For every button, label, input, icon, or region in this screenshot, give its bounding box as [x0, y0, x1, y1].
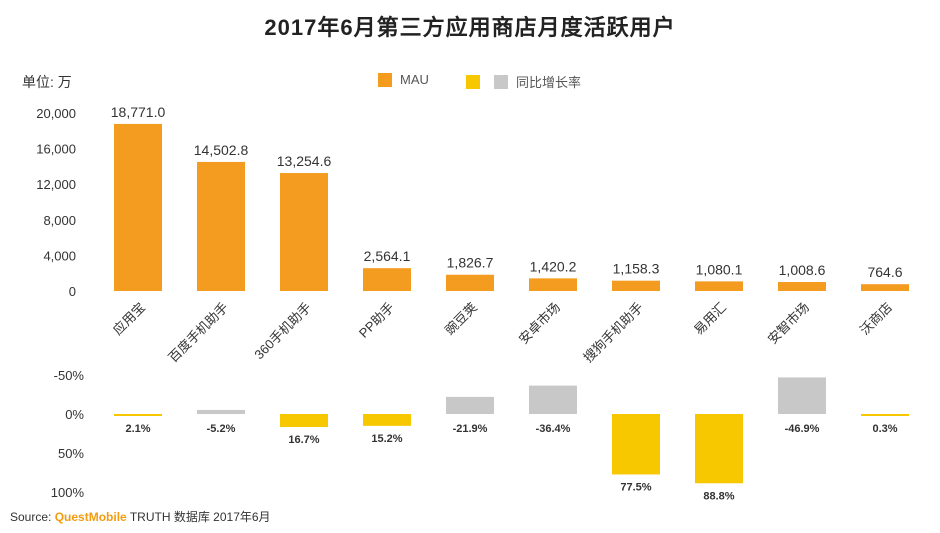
growth-data-label: 2.1%	[125, 423, 150, 435]
mau-bar	[778, 282, 826, 291]
legend-mau-swatch	[378, 72, 392, 87]
mau-data-label: 1,008.6	[779, 262, 826, 278]
growth-bar	[612, 414, 660, 475]
mau-data-label: 14,502.8	[194, 142, 249, 158]
growth-bar	[529, 385, 577, 414]
category-label: 安卓市场	[516, 300, 563, 347]
category-label: PP助手	[356, 300, 397, 341]
category-label: 易用汇	[691, 300, 729, 338]
growth-bar	[114, 414, 162, 416]
source-line: Source: QuestMobile TRUTH 数据库 2017年6月	[10, 508, 271, 525]
growth-ytick-label: -50%	[54, 368, 85, 383]
mau-ytick-label: 4,000	[43, 248, 76, 263]
source-rest: TRUTH 数据库 2017年6月	[129, 510, 271, 524]
growth-ytick-label: 0%	[65, 407, 84, 422]
category-label: 豌豆荚	[442, 300, 480, 338]
legend-growth-positive-swatch	[466, 74, 480, 89]
mau-ytick-label: 0	[69, 284, 76, 299]
mau-bar	[197, 161, 245, 291]
growth-bar	[778, 377, 826, 414]
growth-data-label: -46.9%	[785, 423, 820, 435]
growth-bar	[861, 414, 909, 416]
legend-mau-label: MAU	[400, 72, 429, 87]
mau-ytick-label: 12,000	[36, 177, 76, 192]
category-label: 沃商店	[857, 300, 895, 338]
growth-data-label: -5.2%	[207, 423, 236, 435]
growth-bar	[197, 409, 245, 414]
legend-mau: MAU	[378, 72, 429, 87]
growth-bar	[446, 396, 494, 414]
mau-bar	[114, 123, 162, 291]
mau-data-label: 1,080.1	[696, 261, 743, 277]
mau-ytick-label: 8,000	[43, 213, 76, 228]
growth-data-label: 0.3%	[872, 423, 897, 435]
source-brand: QuestMobile	[54, 510, 127, 524]
mau-bar	[363, 268, 411, 291]
mau-data-label: 13,254.6	[277, 153, 332, 169]
category-label: 应用宝	[110, 300, 148, 338]
growth-ytick-label: 100%	[51, 485, 85, 500]
growth-data-label: 77.5%	[620, 481, 651, 493]
mau-ytick-label: 20,000	[36, 106, 76, 121]
mau-bar	[695, 281, 743, 291]
mau-data-label: 764.6	[867, 264, 902, 280]
growth-data-label: 15.2%	[371, 433, 402, 445]
mau-bar	[446, 274, 494, 291]
legend-growth: 同比增长率	[466, 72, 581, 91]
unit-label: 单位: 万	[22, 74, 72, 90]
category-label: 360手机助手	[251, 300, 314, 363]
growth-bar	[695, 414, 743, 484]
mau-bar	[861, 284, 909, 291]
chart-title: 2017年6月第三方应用商店月度活跃用户	[264, 15, 676, 40]
mau-data-label: 2,564.1	[364, 248, 411, 264]
legend-growth-negative-swatch	[494, 74, 508, 89]
category-label: 百度手机助手	[165, 300, 231, 366]
mau-data-label: 1,420.2	[530, 258, 577, 274]
mau-data-label: 1,158.3	[613, 261, 660, 277]
growth-bar	[280, 414, 328, 428]
growth-data-label: -36.4%	[536, 423, 571, 435]
growth-bar	[363, 414, 411, 426]
legend-growth-label: 同比增长率	[516, 75, 582, 90]
mau-bar	[612, 280, 660, 291]
growth-ytick-label: 50%	[58, 446, 84, 461]
mau-ytick-label: 16,000	[36, 142, 76, 157]
growth-data-label: 88.8%	[703, 490, 734, 502]
category-label: 安智市场	[765, 300, 812, 347]
mau-data-label: 1,826.7	[447, 255, 494, 271]
growth-data-label: 16.7%	[288, 434, 319, 446]
source-prefix: Source:	[10, 510, 52, 524]
mau-bar	[280, 173, 328, 291]
category-label: 搜狗手机助手	[580, 300, 646, 366]
mau-data-label: 18,771.0	[111, 104, 166, 120]
mau-bar	[529, 278, 577, 291]
growth-data-label: -21.9%	[453, 423, 488, 435]
